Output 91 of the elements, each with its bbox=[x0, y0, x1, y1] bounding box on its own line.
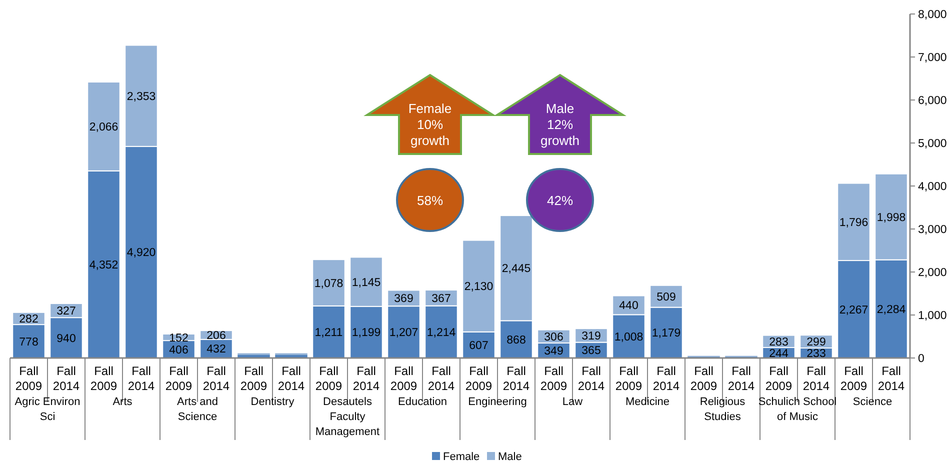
x-tick-label: Fall 2009 bbox=[465, 364, 492, 393]
data-label: 306 bbox=[544, 331, 564, 344]
x-tick-label: Fall 2009 bbox=[315, 364, 342, 393]
data-label: 367 bbox=[432, 292, 451, 305]
text: Science bbox=[852, 396, 892, 408]
data-label: 2,066 bbox=[89, 121, 118, 134]
data-label: 1,008 bbox=[614, 331, 644, 344]
data-label: 244 bbox=[769, 348, 789, 360]
data-label: 1,998 bbox=[876, 212, 906, 224]
legend-label: Female bbox=[443, 451, 480, 463]
data-label: 1,207 bbox=[389, 327, 418, 340]
x-tick-label: Fall 2014 bbox=[278, 364, 305, 393]
x-tick-label: Fall 2009 bbox=[690, 364, 718, 393]
text: Religious Studies bbox=[700, 396, 746, 423]
data-label: 1,145 bbox=[352, 276, 381, 289]
data-label: 282 bbox=[19, 313, 38, 326]
data-label: 2,353 bbox=[126, 90, 156, 103]
x-tick-label: Fall 2009 bbox=[90, 364, 118, 393]
x-tick-label: Fall 2014 bbox=[52, 364, 80, 393]
data-label: 2,267 bbox=[839, 304, 868, 316]
data-label: 2,445 bbox=[502, 263, 531, 276]
data-label: 607 bbox=[469, 340, 488, 352]
data-label: 1,211 bbox=[314, 326, 343, 339]
x-tick-label: Fall 2009 bbox=[765, 364, 792, 393]
annotation: Female 10% growth bbox=[408, 101, 452, 148]
data-label: 440 bbox=[619, 300, 638, 312]
text: Agric Environ Sci bbox=[14, 396, 80, 423]
text: Dentistry bbox=[250, 396, 295, 408]
data-label: 4,920 bbox=[126, 247, 156, 260]
y-tick-label: 6,000 bbox=[918, 95, 947, 107]
x-tick-label: Fall 2014 bbox=[502, 364, 530, 393]
annotation: 58% bbox=[416, 193, 444, 208]
data-label: 299 bbox=[806, 336, 826, 349]
text: Arts bbox=[112, 396, 133, 408]
y-tick-label: 1,000 bbox=[918, 310, 947, 322]
y-tick-label: 8,000 bbox=[918, 9, 947, 21]
data-label: 1,199 bbox=[352, 327, 381, 340]
x-tick-label: Fall 2014 bbox=[802, 364, 830, 393]
data-label: 2,284 bbox=[876, 304, 906, 316]
x-tick-label: Fall 2009 bbox=[615, 364, 642, 393]
data-label: 778 bbox=[19, 336, 38, 348]
data-label: 369 bbox=[394, 293, 414, 306]
data-label: 327 bbox=[56, 306, 76, 318]
annotation: Male 12% growth bbox=[540, 101, 580, 148]
x-tick-label: Fall 2009 bbox=[390, 364, 418, 393]
x-tick-label: Fall 2014 bbox=[878, 364, 905, 393]
x-tick-label: Fall 2009 bbox=[540, 364, 568, 393]
data-label: 868 bbox=[506, 334, 526, 346]
x-tick-label: Fall 2014 bbox=[202, 364, 230, 393]
text: Arts and Science bbox=[177, 396, 218, 423]
y-tick-label: 2,000 bbox=[918, 267, 947, 279]
y-tick-label: 4,000 bbox=[918, 181, 947, 193]
x-tick-label: Fall 2014 bbox=[728, 364, 755, 393]
y-tick-label: 0 bbox=[918, 353, 924, 365]
x-tick-label: Fall 2014 bbox=[428, 364, 455, 393]
data-label: 1,214 bbox=[426, 326, 456, 339]
data-label: 1,796 bbox=[839, 216, 868, 229]
data-label: 365 bbox=[582, 345, 601, 358]
x-tick-label: Fall 2009 bbox=[15, 364, 42, 393]
text: Schulich School of Music bbox=[758, 396, 837, 423]
data-label: 4,352 bbox=[89, 259, 118, 272]
data-label: 406 bbox=[169, 344, 188, 356]
data-label: 283 bbox=[769, 336, 788, 348]
y-tick-label: 7,000 bbox=[918, 52, 947, 64]
data-label: 349 bbox=[544, 345, 564, 358]
x-tick-label: Fall 2009 bbox=[165, 364, 192, 393]
y-tick-label: 5,000 bbox=[918, 138, 947, 150]
annotation: 42% bbox=[546, 193, 574, 208]
text: Education bbox=[398, 396, 447, 408]
data-label: 206 bbox=[206, 330, 226, 342]
text: Law bbox=[562, 396, 583, 408]
y-tick-label: 3,000 bbox=[918, 224, 947, 236]
data-label: 940 bbox=[56, 332, 76, 345]
text: Engineering bbox=[468, 396, 527, 408]
data-label: 319 bbox=[582, 330, 601, 342]
data-label: 432 bbox=[206, 344, 226, 356]
data-label: 152 bbox=[169, 332, 188, 344]
x-tick-label: Fall 2014 bbox=[352, 364, 380, 393]
legend-label: Male bbox=[498, 451, 522, 463]
text: Medicine bbox=[625, 396, 670, 408]
text: Desautels Faculty Management bbox=[315, 396, 380, 438]
data-label: 509 bbox=[656, 291, 676, 304]
x-tick-label: Fall 2014 bbox=[128, 364, 155, 393]
x-tick-label: Fall 2009 bbox=[840, 364, 868, 393]
x-tick-label: Fall 2009 bbox=[240, 364, 268, 393]
data-label: 1,078 bbox=[314, 278, 344, 290]
data-label: 2,130 bbox=[464, 281, 494, 294]
x-tick-label: Fall 2014 bbox=[578, 364, 605, 393]
data-label: 233 bbox=[806, 348, 826, 360]
data-label: 1,179 bbox=[652, 328, 681, 340]
x-tick-label: Fall 2014 bbox=[652, 364, 680, 393]
